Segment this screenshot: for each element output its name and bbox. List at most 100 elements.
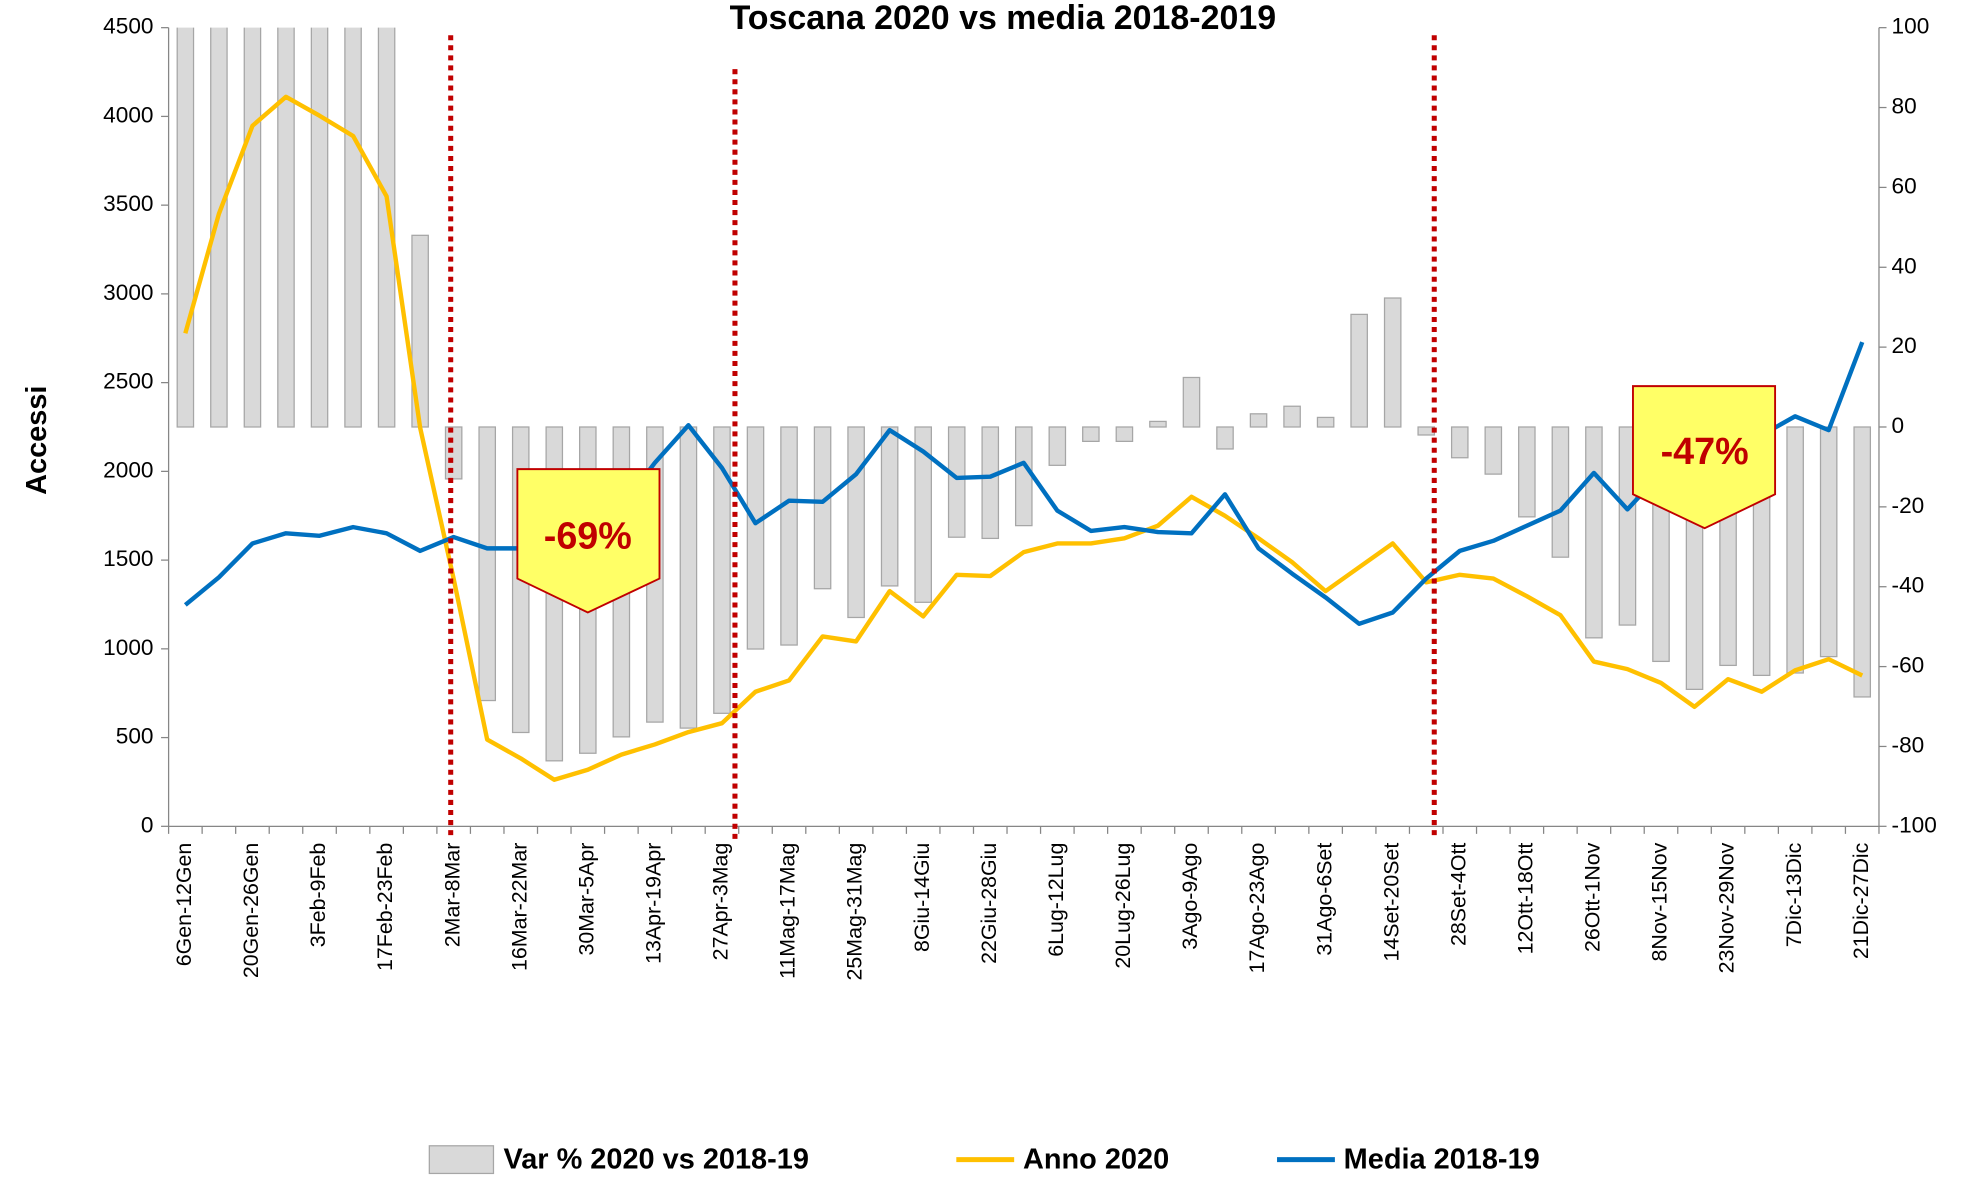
bar: [377, 27, 396, 428]
bar: [746, 426, 765, 650]
x-tick-label: 14Set-20Set: [1379, 843, 1403, 962]
bar: [1551, 426, 1570, 558]
x-tick-label: 23Nov-29Nov: [1715, 842, 1739, 973]
bar: [243, 27, 262, 428]
series-area: [176, 27, 1872, 782]
period-dividers: [448, 35, 1437, 841]
bar: [444, 426, 463, 480]
y-tick-label: 2000: [103, 457, 153, 482]
bar: [1249, 413, 1268, 428]
x-tick-label: 27Apr-3Mag: [709, 843, 733, 961]
bar: [1048, 426, 1067, 466]
bar: [713, 426, 731, 714]
bar: [1450, 426, 1469, 459]
bar: [1484, 426, 1503, 475]
bar: [1283, 405, 1301, 428]
y-tick-label: 500: [116, 724, 154, 749]
callout-shape: [516, 468, 661, 614]
y2-tick-label: -80: [1892, 732, 1925, 757]
y-tick-label: 3500: [103, 191, 153, 216]
bar: [847, 426, 865, 619]
bar: [310, 27, 329, 428]
x-tick-label: 13Apr-19Apr: [642, 843, 666, 964]
x-tick-label: 6Lug-12Lug: [1044, 843, 1068, 957]
line: [183, 341, 1865, 627]
bar: [813, 426, 832, 590]
legend-label: Var % 2020 vs 2018-19: [504, 1144, 809, 1176]
line: [183, 94, 1864, 782]
bar: [780, 426, 798, 646]
x-tick-label: 20Gen-26Gen: [239, 843, 263, 978]
bar: [1819, 426, 1838, 658]
bar: [1014, 426, 1033, 527]
x-tick-label: 7Dic-13Dic: [1782, 842, 1806, 947]
x-tick-label: 22Giu-28Giu: [977, 843, 1001, 964]
x-tick-label: 25Mag-31Mag: [843, 843, 867, 981]
bar: [1786, 426, 1804, 674]
bar: [1149, 420, 1167, 428]
x-tick-label: 8Giu-14Giu: [910, 843, 934, 952]
x-tick-label: 16Mar-22Mar: [507, 843, 531, 971]
y2-tick-label: 60: [1892, 173, 1917, 198]
bar: [344, 27, 362, 428]
bar: [1383, 297, 1402, 428]
bar: [478, 426, 497, 702]
bar: [1350, 313, 1368, 428]
x-tick-label: 28Set-4Ott: [1446, 843, 1470, 946]
y2-tick-label: -40: [1892, 573, 1925, 598]
callout: -47%: [1632, 385, 1777, 530]
x-tick-label: 8Nov-15Nov: [1648, 842, 1672, 961]
callout-text: -47%: [1661, 430, 1749, 472]
bar: [914, 426, 932, 603]
bar: [176, 27, 195, 428]
bar: [1316, 416, 1335, 428]
bar: [679, 426, 698, 729]
callout-shape: [1632, 385, 1777, 530]
legend: Var % 2020 vs 2018-19 Anno 2020 Media 2018…: [428, 1144, 1540, 1176]
y-tick-label: 1500: [103, 546, 153, 571]
y-tick-label: 1000: [103, 635, 153, 660]
bar: [1518, 426, 1536, 518]
y2-tick-label: 0: [1892, 413, 1905, 438]
y-axis-label: Accessi: [21, 386, 53, 495]
x-tick-label: 2Mar-8Mar: [440, 843, 464, 948]
x-tick-label: 3Feb-9Feb: [306, 843, 330, 948]
y2-tick-label: 80: [1892, 94, 1917, 119]
x-tick-label: 20Lug-26Lug: [1111, 843, 1135, 969]
y2-tick-label: 40: [1892, 253, 1917, 278]
x-tick-label: 6Gen-12Gen: [172, 843, 196, 967]
bar: [1585, 426, 1603, 639]
callout: -69%: [516, 468, 661, 614]
y-tick-label: 3000: [103, 280, 153, 305]
y2-tick-label: 20: [1892, 333, 1917, 358]
bar: [880, 426, 899, 587]
legend-label: Media 2018-19: [1344, 1144, 1540, 1176]
bar: [1082, 426, 1100, 443]
x-tick-label: 11Mag-17Mag: [776, 843, 800, 979]
callout-text: -69%: [544, 514, 632, 556]
bar: [1618, 426, 1637, 626]
y2-tick-label: -60: [1892, 653, 1925, 678]
x-tick-label: 26Ott-1Nov: [1581, 842, 1605, 952]
x-tick-label: 17Ago-23Ago: [1245, 843, 1269, 974]
y-tick-label: 4500: [103, 14, 153, 39]
y-tick-label: 0: [141, 812, 154, 837]
y-tick-label: 2500: [103, 369, 153, 394]
y-tick-label: 4000: [103, 102, 153, 127]
bar: [1115, 426, 1134, 443]
x-tick-label: 3Ago-9Ago: [1178, 843, 1202, 950]
bar: [1182, 376, 1201, 428]
bar: [981, 426, 1000, 540]
bar: [210, 27, 228, 428]
x-tick-label: 21Dic-27Dic: [1849, 842, 1873, 959]
x-tick-label: 12Ott-18Ott: [1513, 843, 1537, 955]
legend-swatch: [428, 1145, 495, 1175]
chart-title: Toscana 2020 vs media 2018-2019: [730, 0, 1277, 37]
y2-tick-label: -100: [1892, 812, 1937, 837]
bar: [277, 27, 295, 428]
x-tick-label: 31Ago-6Set: [1312, 843, 1336, 956]
y2-tick-label: 100: [1892, 14, 1930, 39]
x-tick-label: 17Feb-23Feb: [373, 843, 397, 971]
